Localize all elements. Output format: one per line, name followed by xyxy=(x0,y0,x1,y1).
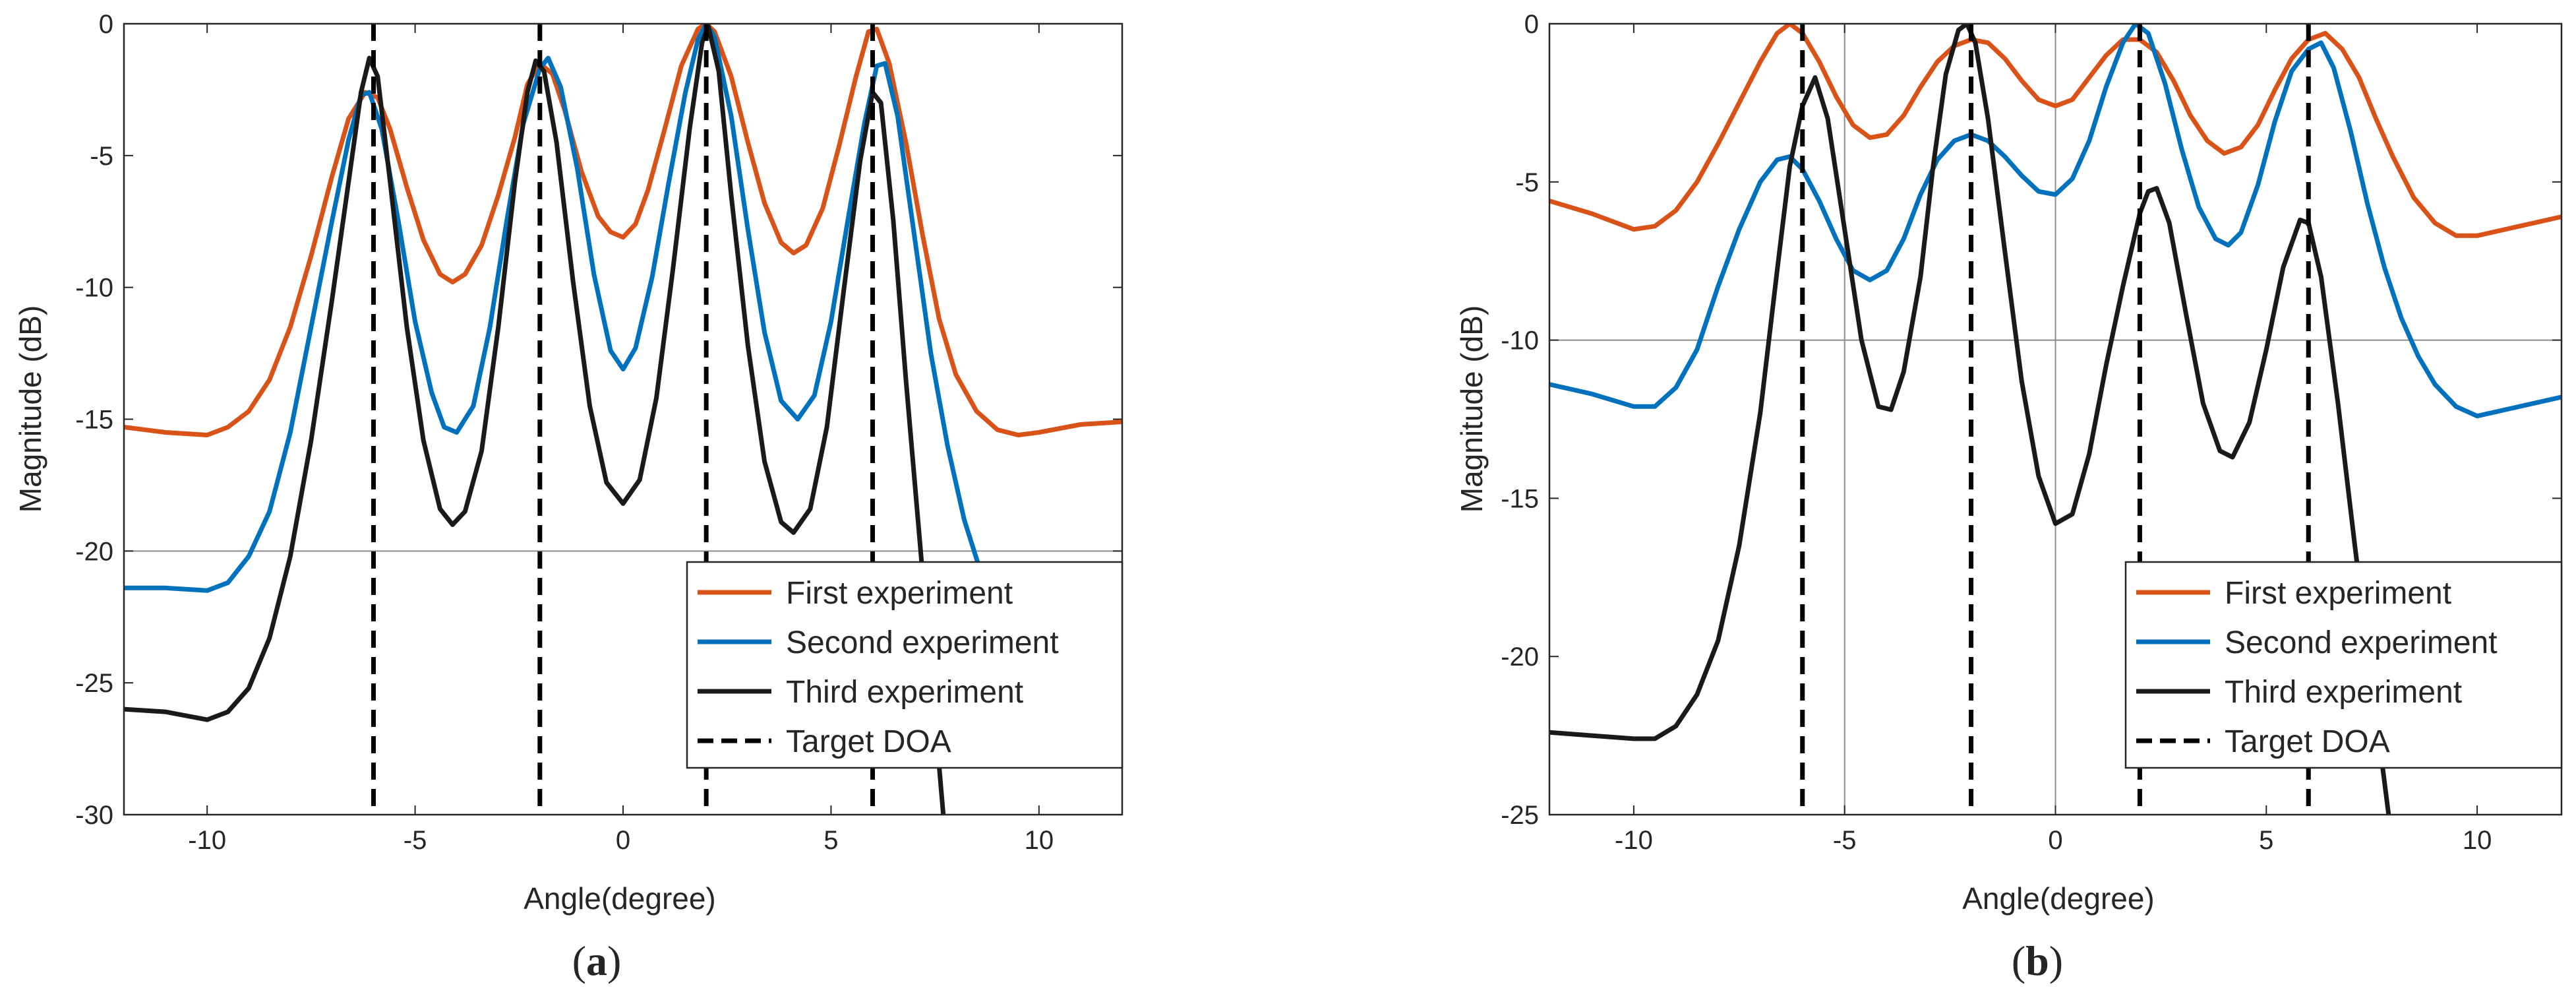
legend-label: Target DOA xyxy=(786,724,951,759)
legend: First experiment Second experiment Third e… xyxy=(686,561,1123,769)
panel-label-a: (a) xyxy=(572,937,622,984)
y-tick-label: -20 xyxy=(1501,642,1539,672)
y-tick-label: -5 xyxy=(1515,168,1539,197)
y-axis-label-b: Magnitude (dB) xyxy=(1454,305,1489,513)
y-tick-label: -15 xyxy=(75,406,113,435)
panel-a: -10 -5 0 5 10 0 -5 -10 -15 -20 -25 -30 First experim… xyxy=(13,10,1123,984)
y-tick-label: -10 xyxy=(75,274,113,303)
legend-label: Second experiment xyxy=(2225,625,2498,660)
legend-label: First experiment xyxy=(786,576,1013,611)
legend-box xyxy=(686,561,1123,769)
axes-box xyxy=(1548,22,2563,816)
x-tick-label: 5 xyxy=(2259,826,2273,855)
plot-area-a: -10 -5 0 5 10 0 -5 -10 -15 -20 -25 -30 First experim… xyxy=(75,10,1123,855)
y-tick-label: -15 xyxy=(1501,484,1539,513)
panel-letter-b: b xyxy=(2025,937,2049,984)
legend-label: Third experiment xyxy=(2225,675,2462,710)
plot-area-b: -10 -5 0 5 10 0 -5 -10 -15 -20 -25 First experiment… xyxy=(1501,10,2563,855)
y-tick-label: -10 xyxy=(1501,327,1539,356)
series-group xyxy=(1549,24,2561,815)
x-tick-label: -10 xyxy=(1615,826,1653,855)
y-tick-label: 0 xyxy=(1524,10,1539,39)
series-group xyxy=(124,24,1122,815)
series-line-3 xyxy=(1549,24,2391,815)
panel-label-b: (b) xyxy=(2012,937,2063,984)
panel-letter-a: a xyxy=(586,937,607,984)
x-tick-label: 10 xyxy=(2463,826,2492,855)
panel-b: -10 -5 0 5 10 0 -5 -10 -15 -20 -25 First experiment… xyxy=(1454,10,2563,984)
y-tick-label: -30 xyxy=(75,801,113,830)
series-line-1 xyxy=(1549,24,2561,238)
axes-box xyxy=(123,22,1123,816)
y-axis-label-a: Magnitude (dB) xyxy=(13,305,47,513)
y-tick-label: -25 xyxy=(75,669,113,698)
x-tick-label: 0 xyxy=(616,826,630,855)
x-axis-label-a: Angle(degree) xyxy=(524,881,716,916)
legend-label: Target DOA xyxy=(2225,724,2390,759)
legend-label: Second experiment xyxy=(786,625,1059,660)
x-tick-label: 10 xyxy=(1025,826,1054,855)
y-tick-label: -5 xyxy=(90,142,113,171)
legend-box xyxy=(2124,561,2563,769)
x-tick-label: -5 xyxy=(404,826,427,855)
x-tick-label: -10 xyxy=(188,826,226,855)
series-line-3 xyxy=(124,24,946,815)
y-tick-label: -25 xyxy=(1501,801,1539,830)
x-axis-label-b: Angle(degree) xyxy=(1962,881,2155,916)
x-tick-label: -5 xyxy=(1833,826,1857,855)
x-tick-label: 5 xyxy=(824,826,838,855)
legend: First experiment Second experiment Third e… xyxy=(2124,561,2563,769)
x-tick-label: 0 xyxy=(2048,826,2062,855)
series-line-2 xyxy=(1549,24,2561,419)
y-tick-label: 0 xyxy=(99,10,113,39)
y-tick-label: -20 xyxy=(75,537,113,566)
legend-label: Third experiment xyxy=(786,675,1023,710)
legend-label: First experiment xyxy=(2225,576,2451,611)
